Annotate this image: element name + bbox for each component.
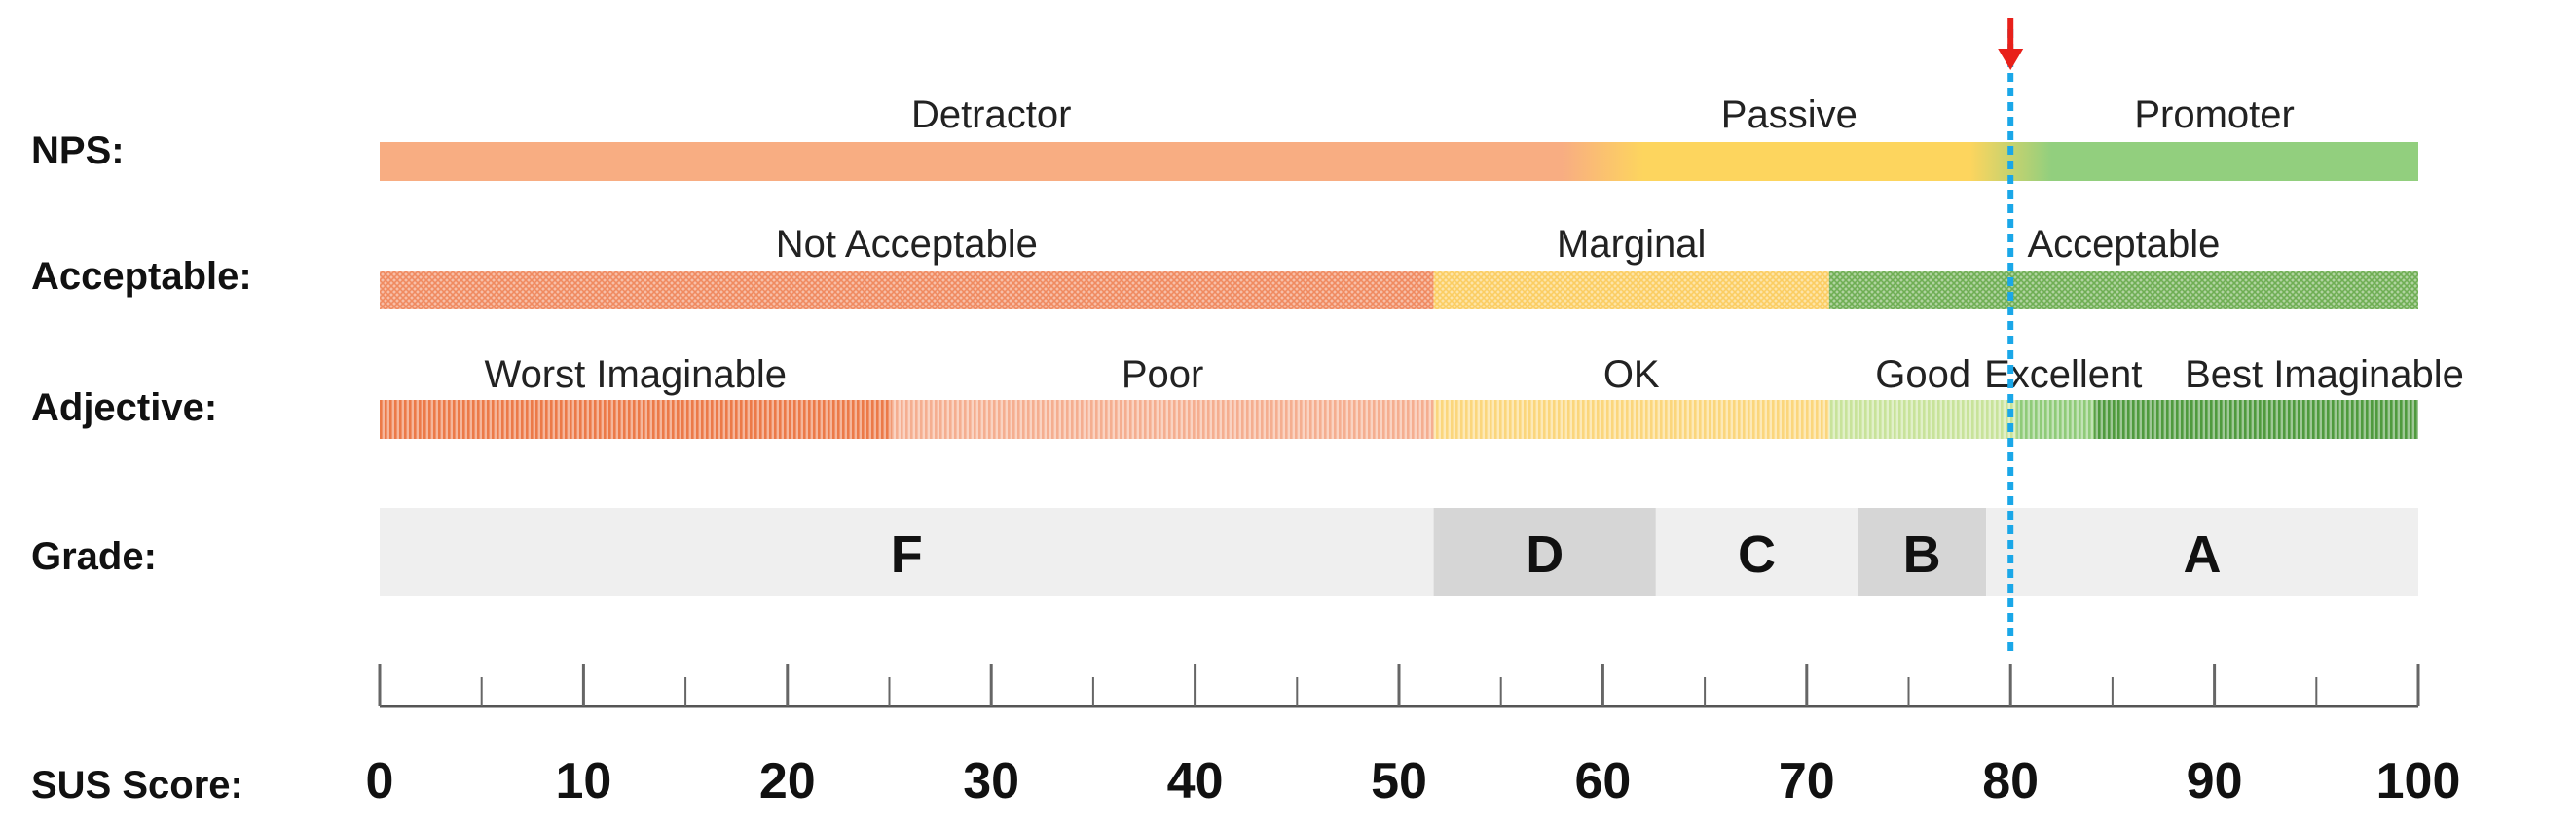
band-label-b: B [1903,525,1941,584]
band-grade-a [1986,508,2418,596]
row-label-acceptable: Acceptable: [31,255,252,298]
band-label-not-acceptable: Not Acceptable [776,223,1038,266]
band-adjective-excellent [2016,400,2095,439]
row-acceptable: Not Acceptable Marginal Acceptable [380,223,2418,309]
tick-label: 80 [1982,753,2039,810]
bands: Detractor Passive Promoter Not Acceptable Ma… [380,93,2464,596]
band-adjective-ok [1433,400,1829,439]
band-label-worst-imaginable: Worst Imaginable [485,353,788,396]
row-label-adjective: Adjective: [31,386,217,429]
band-nps-detractor [380,142,1602,181]
sus-axis: 0 10 20 30 40 50 60 70 80 90 100 SUS Score: [31,664,2460,810]
band-label-ok: OK [1603,353,1660,396]
band-grade-f [380,508,1434,596]
x-axis-label: SUS Score: [31,764,243,807]
tick-label: 40 [1167,753,1224,810]
band-grade-c [1655,508,1858,596]
row-label-nps: NPS: [31,129,125,172]
band-label-best-imaginable: Best Imaginable [2185,353,2464,396]
band-label-f: F [891,525,923,584]
band-label-promoter: Promoter [2134,93,2295,136]
tick-label: 70 [1779,753,1835,810]
band-adjective-worst-imaginable [380,400,892,439]
tick-label: 10 [555,753,611,810]
row-nps: Detractor Passive Promoter [380,93,2418,181]
band-nps-promoter [2010,142,2418,181]
band-label-excellent: Excellent [1984,353,2142,396]
band-grade-d [1433,508,1656,596]
tick-label: 50 [1371,753,1427,810]
band-acceptable-acceptable [1828,271,2418,309]
band-label-acceptable: Acceptable [2027,223,2220,266]
band-adjective-best-imaginable [2094,400,2418,439]
band-label-poor: Poor [1122,353,1204,396]
band-label-passive: Passive [1721,93,1858,136]
nps-bar [380,142,2418,181]
tick-label: 0 [366,753,394,810]
band-adjective-poor [891,400,1434,439]
band-label-detractor: Detractor [911,93,1072,136]
band-acceptable-not-acceptable [380,271,1434,309]
band-label-a: A [2184,525,2222,584]
tick-label: 20 [759,753,816,810]
band-adjective-good [1828,400,2017,439]
band-grade-b [1858,508,1987,596]
tick-label: 30 [963,753,1019,810]
band-label-marginal: Marginal [1557,223,1706,266]
tick-label: 90 [2187,753,2243,810]
band-label-d: D [1526,525,1564,584]
band-label-good: Good [1875,353,1970,396]
row-adjective: Worst Imaginable Poor OK Good Excellent Best … [380,353,2464,439]
score-marker [1998,18,2024,654]
row-labels: NPS: Acceptable: Adjective: Grade: [31,129,252,578]
band-nps-passive [1602,142,2010,181]
row-label-grade: Grade: [31,535,157,578]
down-arrow-icon [1998,49,2024,70]
tick-label: 100 [2376,753,2461,810]
band-label-c: C [1738,525,1776,584]
band-acceptable-marginal [1433,271,1829,309]
tick-label: 60 [1574,753,1631,810]
